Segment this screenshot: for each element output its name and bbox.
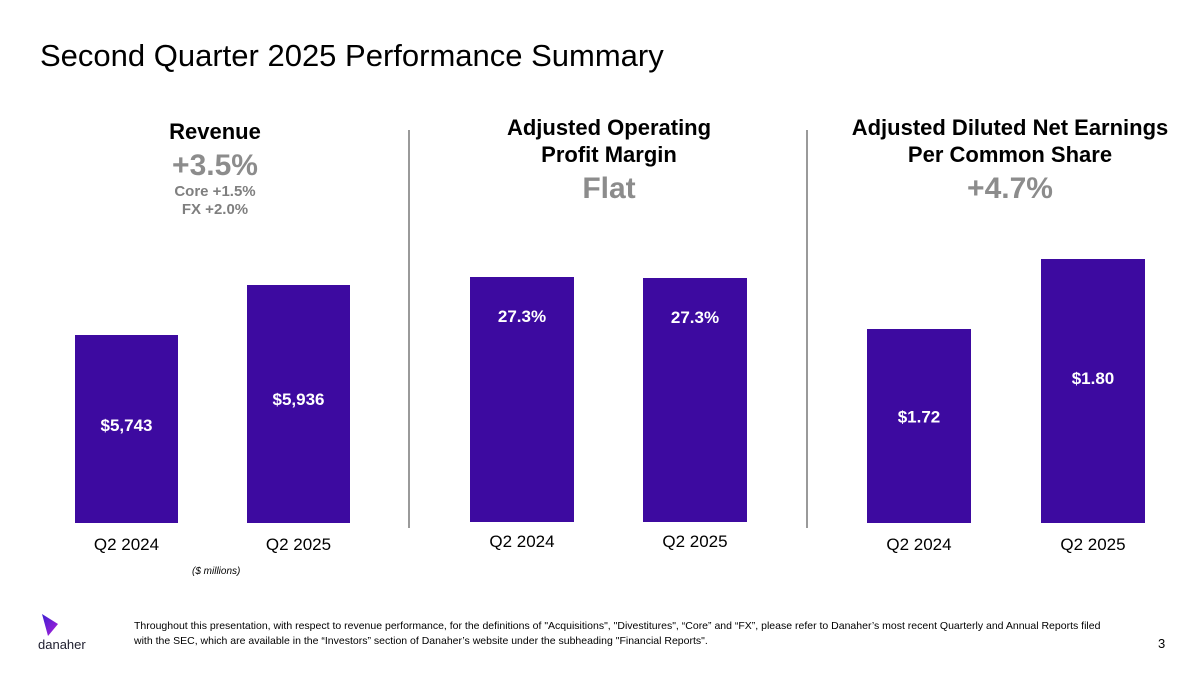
bar-value-label: 27.3% — [498, 307, 546, 326]
units-note: ($ millions) — [192, 566, 241, 577]
bar-q2-2024 — [75, 335, 178, 523]
revenue-panel: Revenue +3.5% Core +1.5% FX +2.0% $5,743… — [40, 100, 390, 570]
x-tick-label: Q2 2025 — [266, 535, 331, 554]
x-tick-label: Q2 2024 — [94, 535, 159, 554]
revenue-title: Revenue — [169, 119, 261, 144]
revenue-note-fx: FX +2.0% — [181, 201, 249, 218]
panel-divider — [806, 130, 808, 528]
margin-change: Flat — [582, 172, 636, 205]
eps-change: +4.7% — [967, 172, 1053, 205]
eps-title-line-1: Adjusted Diluted Net Earnings — [851, 115, 1169, 140]
bar-value-label: 27.3% — [671, 308, 719, 327]
bar-q2-2025 — [643, 278, 747, 522]
margin-chart: 27.3% Q2 2024 27.3% Q2 2025 — [470, 277, 747, 551]
footnote: Throughout this presentation, with respe… — [134, 620, 1101, 647]
eps-chart: $1.72 Q2 2024 $1.80 Q2 2025 — [867, 259, 1145, 554]
revenue-note-core: Core +1.5% — [174, 183, 256, 200]
bar-q2-2025 — [247, 285, 350, 523]
bar-q2-2024 — [867, 329, 971, 523]
x-tick-label: Q2 2025 — [1060, 535, 1125, 554]
bar-q2-2024 — [470, 277, 574, 522]
page-title: Second Quarter 2025 Performance Summary — [40, 38, 664, 73]
bar-value-label: $1.72 — [898, 407, 941, 426]
x-tick-label: Q2 2024 — [489, 532, 554, 551]
x-tick-label: Q2 2024 — [886, 535, 951, 554]
eps-panel: Adjusted Diluted Net Earnings Per Common… — [830, 100, 1190, 570]
bar-value-label: $5,936 — [273, 390, 325, 409]
eps-title-line-2: Per Common Share — [907, 142, 1113, 167]
margin-title-line-1: Adjusted Operating — [506, 115, 712, 140]
panel-divider — [408, 130, 410, 528]
page-number: 3 — [1158, 636, 1166, 651]
bar-value-label: $1.80 — [1072, 369, 1115, 388]
margin-title-line-2: Profit Margin — [541, 142, 677, 167]
revenue-chart: $5,743 Q2 2024 $5,936 Q2 2025 — [75, 285, 350, 554]
x-tick-label: Q2 2025 — [662, 532, 727, 551]
margin-panel: Adjusted Operating Profit Margin Flat 27… — [436, 100, 782, 570]
bar-value-label: $5,743 — [101, 416, 153, 435]
revenue-change: +3.5% — [172, 149, 258, 182]
danaher-logo — [42, 614, 58, 636]
bar-q2-2025 — [1041, 259, 1145, 523]
logo-text: danaher — [38, 637, 86, 652]
